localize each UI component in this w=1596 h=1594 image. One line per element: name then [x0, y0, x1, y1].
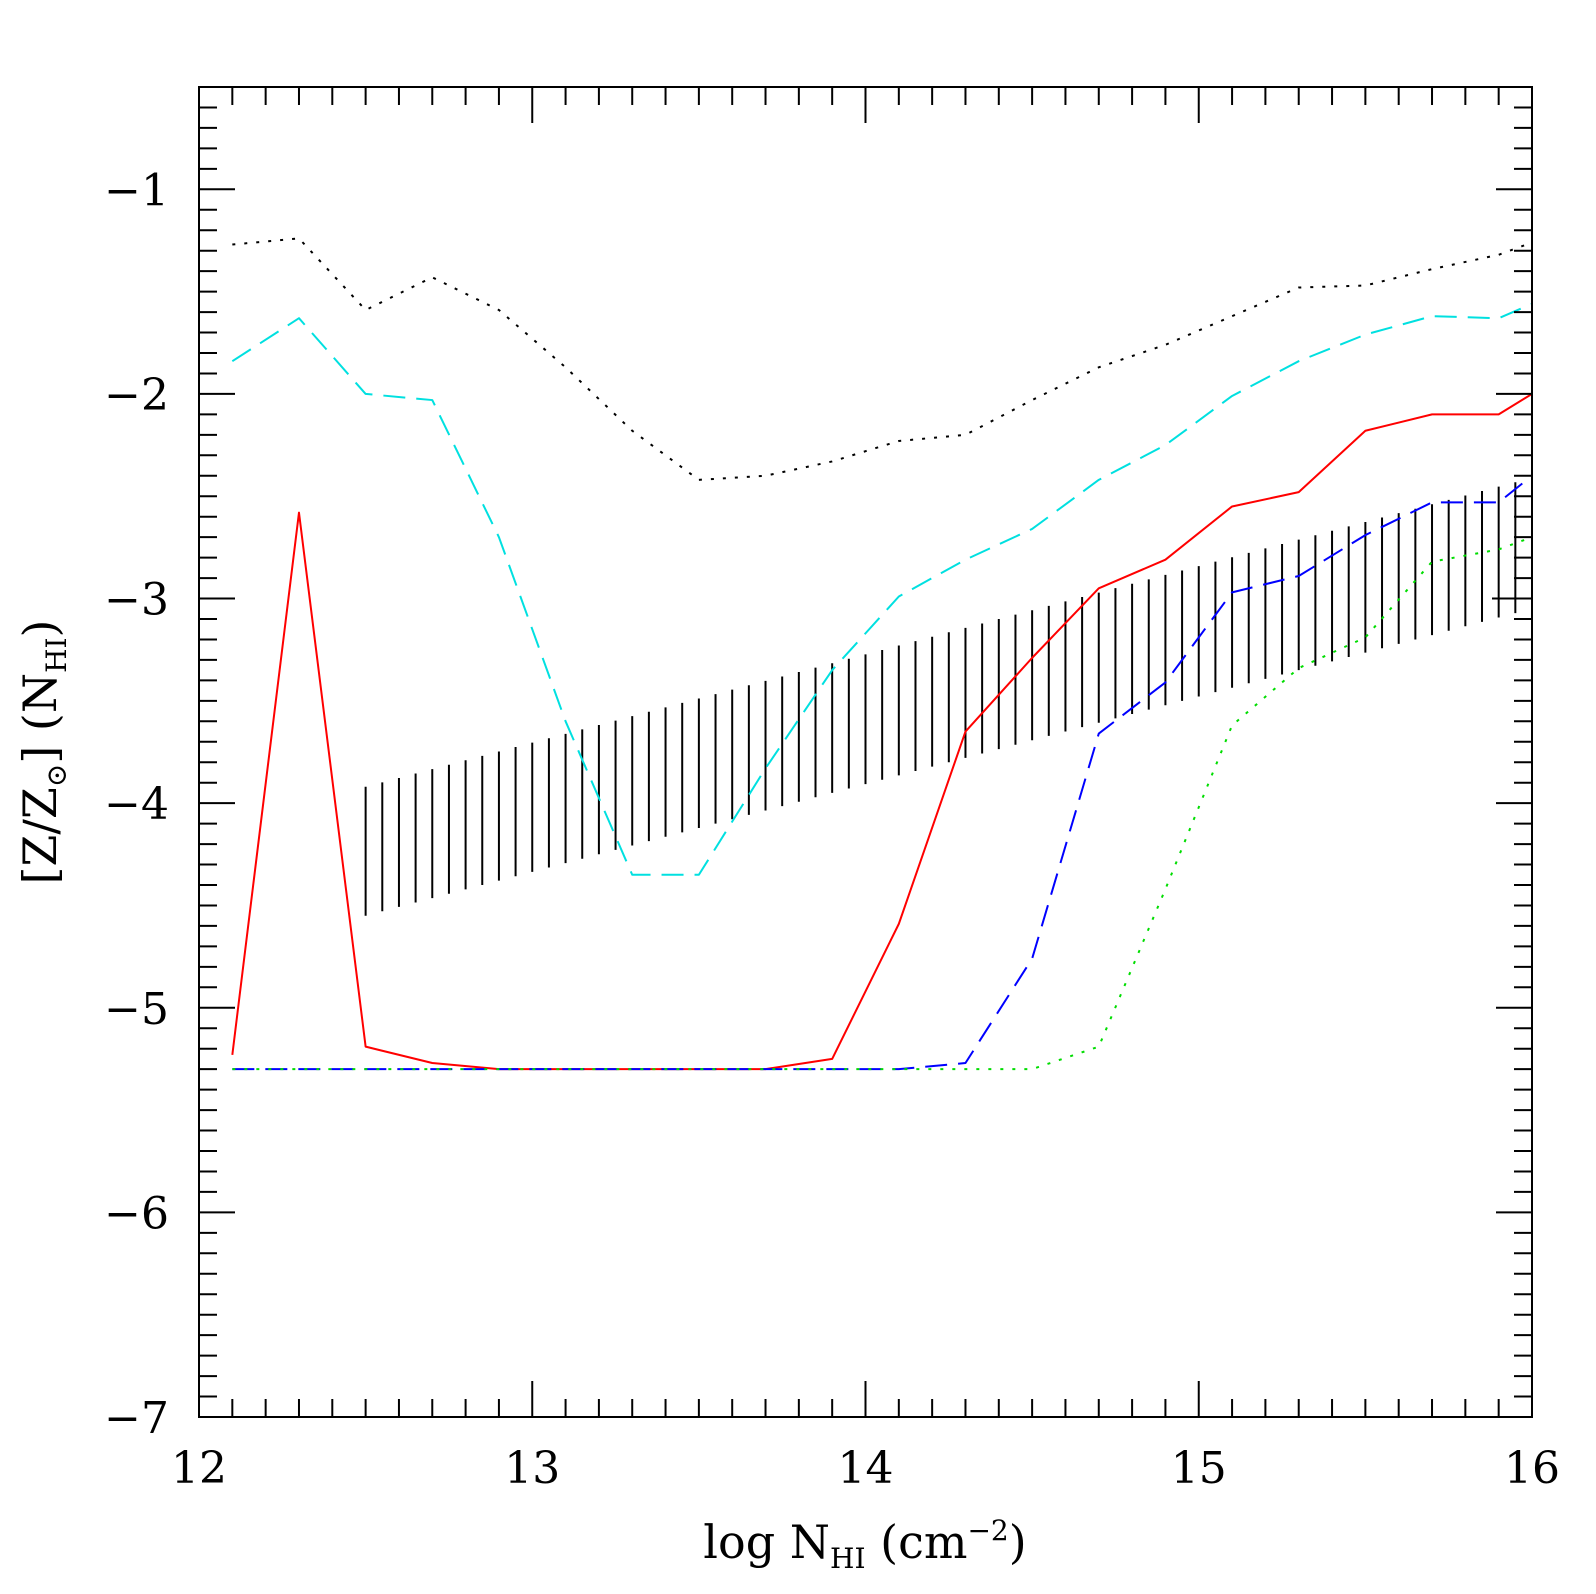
x-axis-title-main: log N [703, 1515, 830, 1569]
y-tick-label: −1 [104, 165, 169, 216]
y-axis-title-sun: ⊙ [40, 764, 73, 787]
y-axis-title-sub: HI [40, 637, 73, 672]
y-tick-label: −5 [104, 984, 169, 1035]
y-tick-label: −6 [104, 1188, 169, 1239]
series-black-dotted [232, 237, 1533, 481]
x-tick-label: 13 [504, 1443, 560, 1494]
series-layer [231, 237, 1533, 1071]
x-axis-title-sup: −2 [967, 1514, 1008, 1547]
x-axis-title-unit: (cm [866, 1515, 968, 1569]
tick-labels: 12 13 14 15 16 −1 −2 −3 −4 −5 −6 −7 [104, 165, 1560, 1494]
axis-ticks [198, 86, 1533, 1418]
x-axis-title: log NHI (cm−2) [703, 1514, 1026, 1575]
y-tick-label: −3 [104, 575, 169, 626]
y-axis-title-tail: ) [13, 619, 67, 637]
x-tick-label: 16 [1504, 1443, 1560, 1494]
x-tick-label: 14 [838, 1443, 894, 1494]
x-axis-title-close: ) [1009, 1515, 1027, 1569]
x-axis-title-sub: HI [830, 1542, 865, 1575]
y-tick-label: −2 [104, 370, 169, 421]
x-tick-label: 12 [171, 1443, 227, 1494]
series-red-solid [231, 393, 1533, 1071]
y-axis-title: [Z/Z⊙] (NHI) [13, 619, 73, 884]
series-cyan-dashed [231, 302, 1533, 876]
x-tick-label: 15 [1171, 1443, 1227, 1494]
series-blue-dashed [232, 474, 1533, 1071]
y-axis-title-open: [Z/Z [13, 787, 67, 884]
y-tick-label: −4 [104, 779, 169, 830]
y-tick-label: −7 [104, 1393, 169, 1444]
plot-frame [198, 86, 1533, 1418]
y-axis-title-close: ] (N [13, 673, 67, 764]
